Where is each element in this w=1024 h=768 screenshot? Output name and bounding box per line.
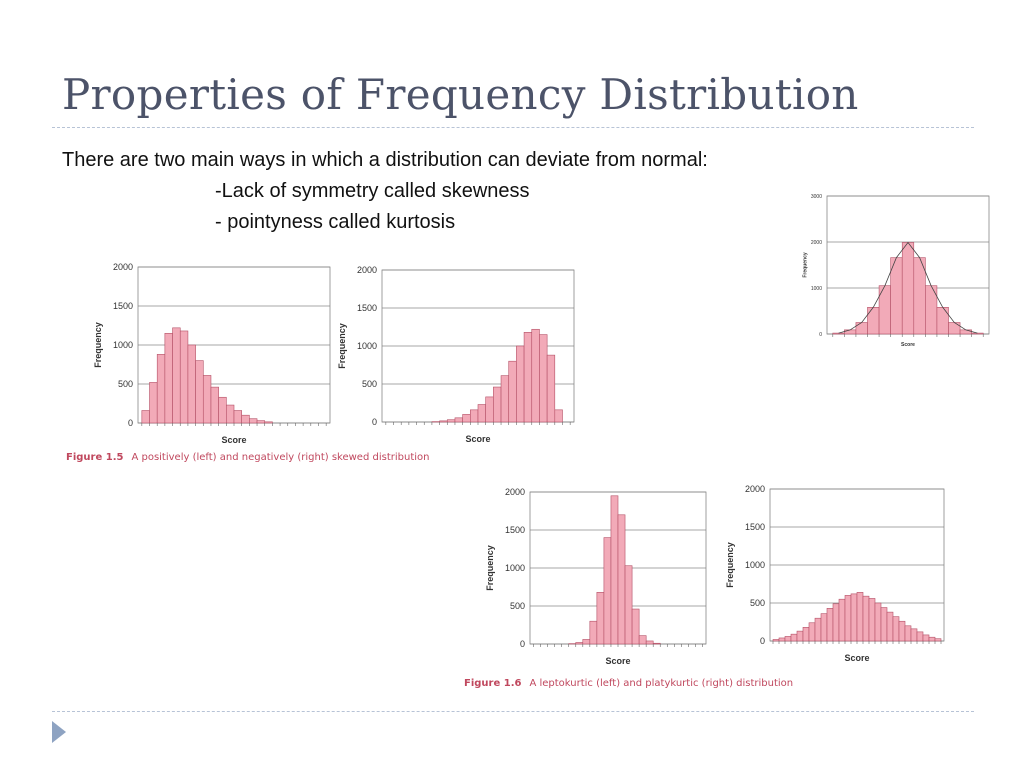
histogram-bar [916,631,924,642]
y-tick-label: 1500 [505,525,525,535]
histogram-bar [934,638,942,642]
y-tick-label: 1000 [113,340,133,350]
histogram-bar [820,613,828,642]
y-axis-label: Frequency [337,323,347,369]
y-tick-label: 2000 [357,265,377,275]
histogram-bar [904,625,912,642]
x-axis-label: Score [221,435,246,445]
histogram-bar [814,617,822,642]
histogram-bar [922,634,930,642]
histogram-bar [850,593,858,642]
histogram-bar [802,627,810,642]
y-tick-label: 1500 [745,522,765,532]
x-axis-label: Score [901,342,915,348]
normal-curve [838,241,978,334]
slide-body: There are two main ways in which a distr… [62,145,708,238]
histogram-bar [868,598,876,642]
y-tick-label: 2000 [505,487,525,497]
histogram-bar [772,639,780,642]
histogram-bar [554,409,563,423]
histogram-bar [784,636,792,642]
histogram-bar [638,635,647,645]
histogram-bar [880,607,888,642]
histogram-bar [874,602,882,642]
histogram-bar [546,354,556,423]
histogram-bar [898,620,906,642]
x-axis-label: Score [465,434,490,444]
histogram-bar [892,616,900,642]
histogram-bar [928,636,936,642]
histogram-bar [862,595,870,642]
slide-title: Properties of Frequency Distribution [62,70,859,119]
histogram-bar [796,630,804,642]
play-arrow-icon [52,721,66,743]
bullet-kurtosis: - pointyness called kurtosis [215,211,456,233]
y-axis-label: Frequency [725,542,735,588]
y-tick-label: 500 [362,379,377,389]
figure-1-6-text: A leptokurtic (left) and platykurtic (ri… [529,678,794,689]
y-tick-label: 500 [750,598,765,608]
figure-1-5-caption: Figure 1.5 A positively (left) and negati… [66,452,429,463]
y-tick-label: 1000 [505,563,525,573]
histogram-bar [838,598,846,642]
histogram-bar [645,640,654,645]
y-tick-label: 500 [510,601,525,611]
histogram-bar [790,633,798,642]
histogram-bar [652,642,661,645]
histogram-bar [910,628,918,642]
histogram-bar [808,622,816,642]
y-tick-label: 2000 [745,484,765,494]
y-axis-label: Frequency [485,545,495,591]
y-tick-label: 0 [520,639,525,649]
histogram-bar [844,595,852,642]
y-tick-label: 1000 [811,286,822,292]
y-tick-label: 3000 [811,194,822,200]
footer-divider [52,711,974,712]
y-tick-label: 2000 [113,262,133,272]
y-tick-label: 1500 [113,301,133,311]
histogram-bar [624,565,633,645]
histogram-bar [971,332,984,335]
title-divider [52,127,974,128]
histogram-bar [886,611,894,642]
histogram-bar [832,603,840,642]
y-tick-label: 500 [118,379,133,389]
y-tick-label: 0 [760,636,765,646]
y-tick-label: 0 [372,417,377,427]
histogram-bar [826,608,834,642]
figure-1-6-caption: Figure 1.6 A leptokurtic (left) and platy… [464,678,793,689]
y-axis-label: Frequency [803,252,809,278]
x-axis-label: Score [605,656,630,666]
histogram-bar [778,637,786,642]
histogram-bar [856,592,864,642]
intro-text: There are two main ways in which a distr… [62,149,708,171]
figure-1-5-label: Figure 1.5 [66,452,124,463]
y-tick-label: 1500 [357,303,377,313]
y-axis-label: Frequency [93,322,103,368]
figure-1-6-label: Figure 1.6 [464,678,522,689]
y-tick-label: 1000 [745,560,765,570]
histogram-bar [631,608,640,645]
y-tick-label: 1000 [357,341,377,351]
figure-1-5-text: A positively (left) and negatively (righ… [131,452,430,463]
histogram-bar [264,421,273,424]
y-tick-label: 2000 [811,240,822,246]
y-tick-label: 0 [819,332,822,338]
y-tick-label: 0 [128,418,133,428]
bullet-skewness: -Lack of symmetry called skewness [215,180,530,202]
x-axis-label: Score [844,653,869,663]
